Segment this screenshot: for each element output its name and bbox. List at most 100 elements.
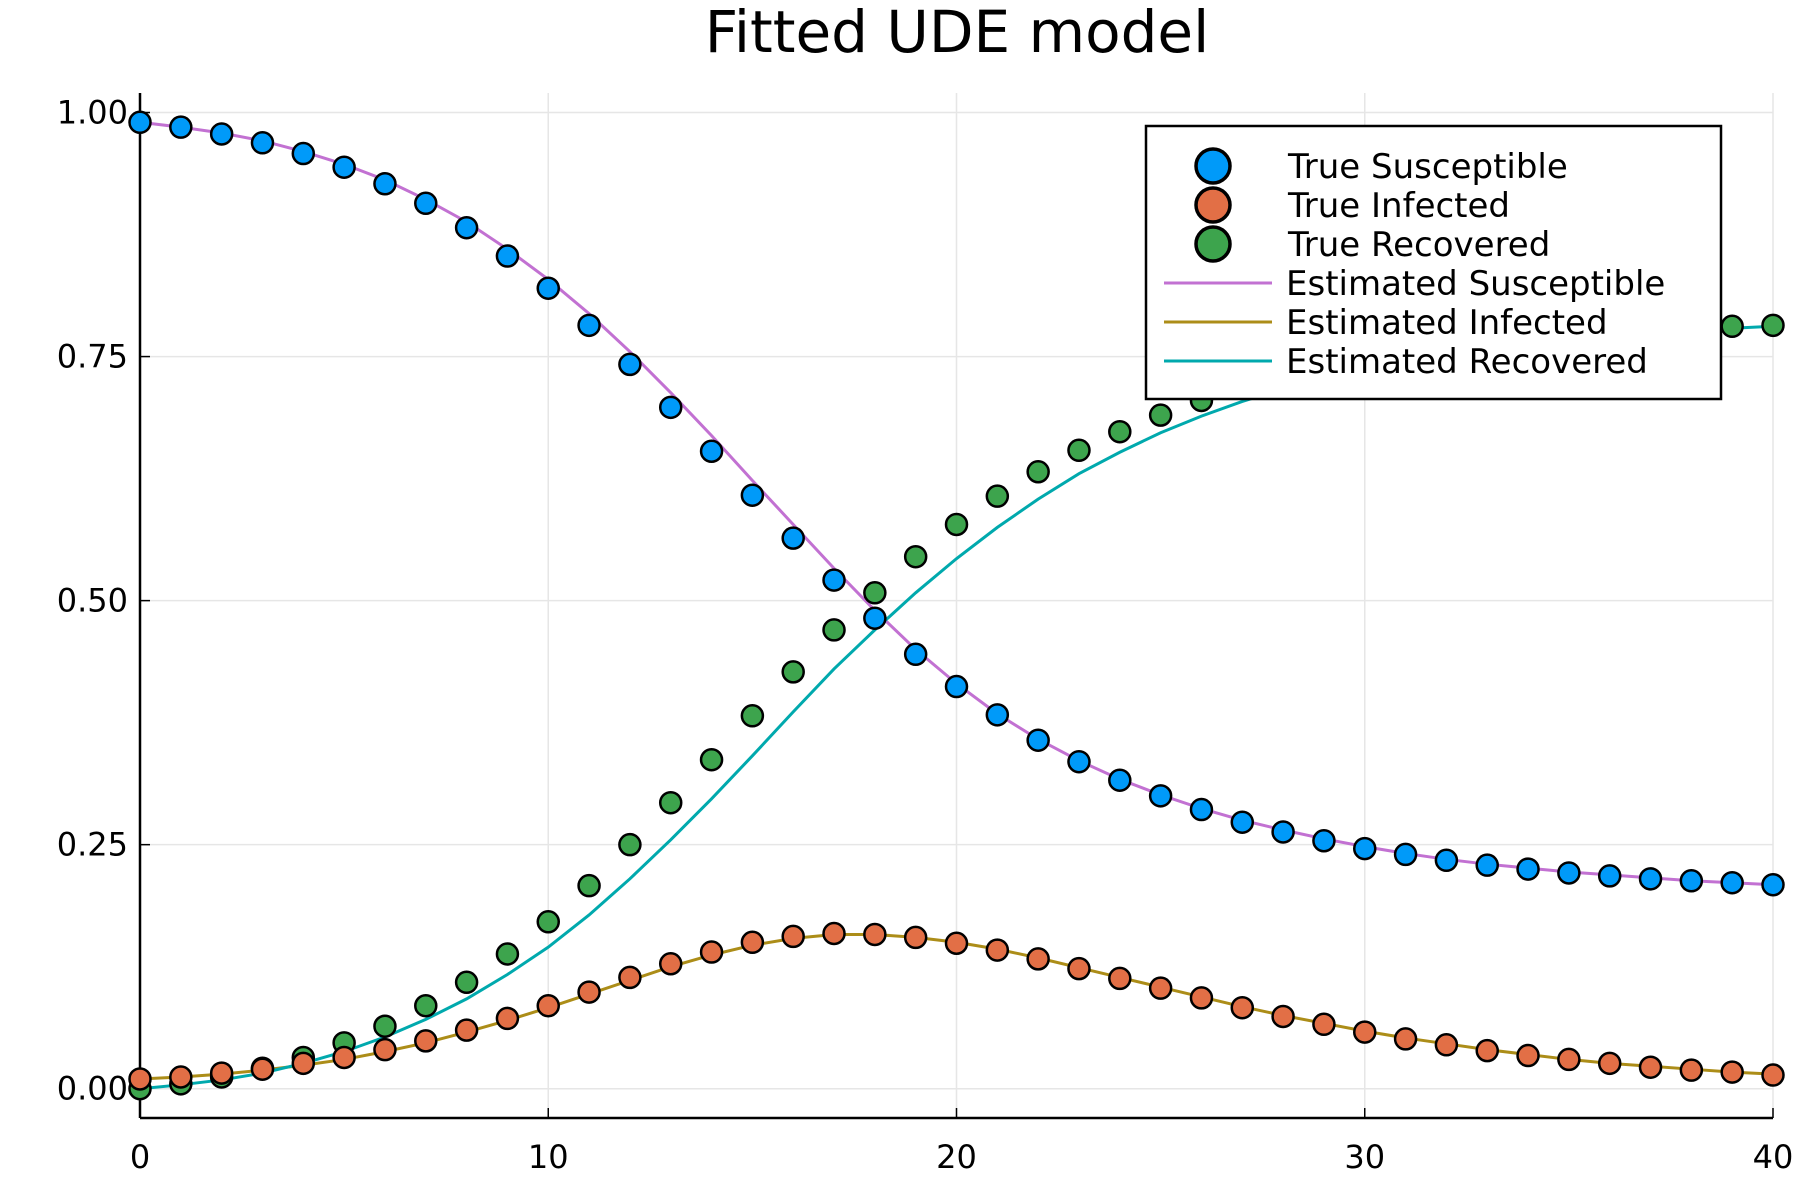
data-point-true-infected <box>985 938 1010 962</box>
data-point-true-susceptible <box>169 115 193 139</box>
data-point-true-infected <box>1067 956 1091 981</box>
data-point-true-infected <box>1393 1027 1418 1051</box>
data-point-true-susceptible <box>1393 842 1418 867</box>
data-point-true-susceptible <box>1720 870 1744 895</box>
data-point-true-recovered <box>373 1014 397 1038</box>
data-point-true-susceptible <box>332 155 356 179</box>
data-point-true-recovered <box>1720 314 1744 339</box>
data-point-true-infected <box>699 940 724 964</box>
y-tick-label: 0.00 <box>57 1070 128 1108</box>
data-point-true-infected <box>1108 966 1132 991</box>
data-point-true-susceptible <box>373 172 397 196</box>
data-point-true-susceptible <box>1067 749 1091 774</box>
data-point-true-infected <box>822 921 846 946</box>
data-point-true-infected <box>1761 1063 1785 1087</box>
y-tick-label: 0.50 <box>57 582 128 620</box>
axes-layer: 0 10 20 30 40 0.00 0.25 0.50 0.75 1.00 <box>57 93 1794 1176</box>
data-point-true-susceptible <box>822 568 846 592</box>
legend-label-true-susceptible: True Susceptible <box>1287 147 1568 187</box>
data-point-true-susceptible <box>1679 869 1704 893</box>
data-point-true-susceptible <box>250 131 275 155</box>
data-point-true-susceptible <box>944 674 969 699</box>
x-tick-label: 30 <box>1344 1138 1385 1176</box>
data-point-true-susceptible <box>128 110 152 135</box>
data-point-true-infected <box>1516 1043 1540 1068</box>
x-tick-label: 10 <box>528 1138 569 1176</box>
data-point-true-infected <box>740 930 765 955</box>
legend-marker-true-infected <box>1194 186 1232 224</box>
data-point-true-recovered <box>495 942 520 966</box>
data-point-true-susceptible <box>1434 848 1459 873</box>
data-point-true-infected <box>1597 1051 1622 1076</box>
data-point-true-susceptible <box>209 122 234 146</box>
data-point-true-recovered <box>1026 460 1050 484</box>
data-point-true-susceptible <box>1230 810 1255 834</box>
data-point-true-susceptible <box>1026 728 1050 752</box>
data-point-true-recovered <box>822 618 846 642</box>
data-point-true-susceptible <box>658 395 683 420</box>
data-point-true-infected <box>1679 1058 1704 1082</box>
data-point-true-susceptible <box>1353 836 1377 861</box>
data-point-true-infected <box>1148 976 1173 1000</box>
data-point-true-recovered <box>1148 403 1173 427</box>
data-point-true-infected <box>658 952 683 976</box>
data-point-true-recovered <box>1108 419 1132 444</box>
data-point-true-infected <box>1353 1020 1377 1044</box>
data-point-true-recovered <box>658 790 683 815</box>
x-tick-label: 20 <box>936 1138 977 1176</box>
data-point-true-susceptible <box>618 352 642 377</box>
data-point-true-susceptible <box>291 141 316 166</box>
data-point-true-susceptible <box>1148 784 1173 808</box>
legend-marker-true-susceptible <box>1194 147 1232 185</box>
data-point-true-susceptible <box>1108 768 1132 792</box>
data-point-true-infected <box>495 1006 520 1031</box>
data-point-true-susceptible <box>699 439 724 464</box>
y-tick-label: 0.75 <box>57 338 128 376</box>
data-point-true-susceptible <box>1638 867 1663 891</box>
data-point-true-recovered <box>536 910 560 934</box>
data-point-true-susceptible <box>495 244 520 268</box>
data-point-true-susceptible <box>1189 797 1214 822</box>
data-point-true-infected <box>1434 1033 1459 1057</box>
data-point-true-infected <box>1230 995 1255 1020</box>
data-point-true-infected <box>536 993 560 1018</box>
legend-box <box>1144 124 1723 401</box>
x-tick-label: 40 <box>1753 1138 1794 1176</box>
data-point-true-infected <box>1312 1012 1336 1037</box>
data-point-true-susceptible <box>903 642 928 667</box>
data-point-true-infected <box>291 1051 316 1076</box>
legend-marker-true-recovered <box>1194 225 1232 263</box>
y-tick-label: 1.00 <box>57 94 128 132</box>
data-point-true-infected <box>1475 1038 1499 1063</box>
data-point-true-susceptible <box>1475 853 1499 877</box>
data-point-true-recovered <box>1067 438 1091 463</box>
data-point-true-infected <box>373 1037 397 1062</box>
data-point-true-infected <box>1026 947 1050 971</box>
data-point-true-recovered <box>740 704 765 728</box>
data-point-true-infected <box>1638 1055 1663 1079</box>
data-point-true-infected <box>1557 1047 1581 1072</box>
data-point-true-recovered <box>1761 313 1785 338</box>
data-point-true-infected <box>1189 986 1214 1010</box>
data-point-true-susceptible <box>781 526 805 550</box>
legend-label-estimated-recovered: Estimated Recovered <box>1286 342 1648 382</box>
data-point-true-recovered <box>903 544 928 569</box>
data-point-true-infected <box>128 1067 152 1091</box>
data-point-true-susceptible <box>536 276 560 300</box>
data-point-true-susceptible <box>985 703 1010 727</box>
legend-label-estimated-infected: Estimated Infected <box>1286 303 1608 343</box>
data-point-true-infected <box>209 1061 234 1085</box>
x-tick-label: 0 <box>130 1138 150 1176</box>
data-point-true-infected <box>903 925 928 950</box>
y-tick-label: 0.25 <box>57 826 128 864</box>
data-point-true-susceptible <box>414 191 438 216</box>
data-point-true-recovered <box>781 660 805 684</box>
data-point-true-infected <box>944 931 969 956</box>
data-point-true-infected <box>781 924 805 949</box>
chart-title: Fitted UDE model <box>705 0 1209 66</box>
data-point-true-susceptible <box>1557 861 1581 885</box>
data-point-true-recovered <box>414 993 438 1018</box>
data-point-true-recovered <box>863 581 887 605</box>
